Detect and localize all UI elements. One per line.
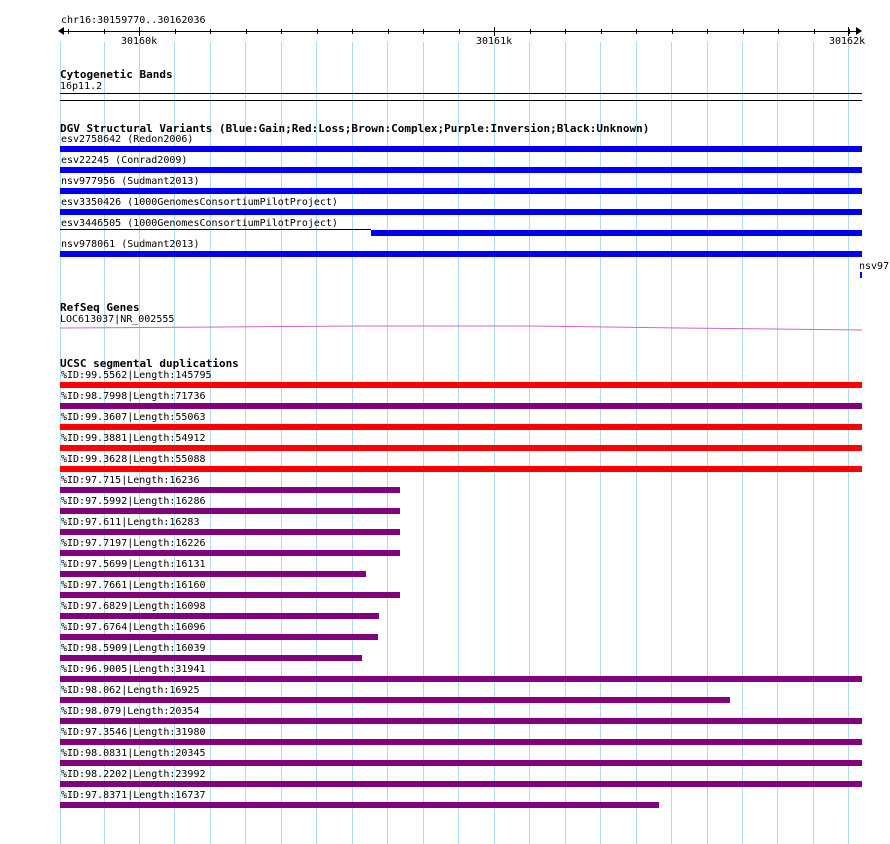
segdup-feature-bar[interactable]: [60, 718, 862, 724]
ruler-minor-tick: [849, 29, 850, 34]
segdup-feature-bar[interactable]: [60, 697, 730, 703]
region-label: chr16:30159770..30162036: [61, 15, 206, 26]
segdup-feature-label[interactable]: %ID:97.5992|Length:16286: [61, 496, 206, 507]
segdup-feature-label[interactable]: %ID:98.2202|Length:23992: [61, 769, 206, 780]
segdup-feature-label[interactable]: %ID:97.5699|Length:16131: [61, 559, 206, 570]
ruler-axis: [62, 31, 858, 32]
segdup-feature-bar[interactable]: [60, 550, 400, 556]
ruler-minor-tick: [565, 29, 566, 34]
segdup-feature-bar[interactable]: [60, 571, 366, 577]
ruler-minor-tick: [175, 29, 176, 34]
segdup-feature-bar[interactable]: [60, 529, 400, 535]
ruler-minor-tick: [459, 29, 460, 34]
dgv-feature-bar[interactable]: [60, 251, 862, 257]
dgv-overflow-label[interactable]: nsv97: [859, 261, 890, 272]
segdup-feature-label[interactable]: %ID:96.9005|Length:31941: [61, 664, 206, 675]
segdup-track-title[interactable]: UCSC segmental duplications: [60, 357, 239, 370]
segdup-feature-bar[interactable]: [60, 781, 862, 787]
ruler-tick: [139, 27, 140, 36]
dgv-feature-bar[interactable]: [60, 188, 862, 194]
segdup-feature-label[interactable]: %ID:99.3628|Length:55088: [61, 454, 206, 465]
ruler-minor-tick: [814, 29, 815, 34]
segdup-feature-bar[interactable]: [60, 592, 400, 598]
cytoband-track-title[interactable]: Cytogenetic Bands: [60, 68, 173, 81]
segdup-feature-bar[interactable]: [60, 613, 379, 619]
dgv-feature-bar[interactable]: [60, 167, 862, 173]
segdup-feature-bar[interactable]: [60, 424, 862, 430]
dgv-track-title[interactable]: DGV Structural Variants (Blue:Gain;Red:L…: [60, 122, 650, 135]
dgv-feature-bar[interactable]: [60, 146, 862, 152]
ruler-minor-tick: [388, 29, 389, 34]
segdup-feature-bar[interactable]: [60, 760, 862, 766]
segdup-feature-bar[interactable]: [60, 634, 378, 640]
segdup-feature-label[interactable]: %ID:98.062|Length:16925: [61, 685, 200, 696]
segdup-feature-bar[interactable]: [60, 445, 862, 451]
segdup-feature-label[interactable]: %ID:98.7998|Length:71736: [61, 391, 206, 402]
dgv-feature-connector: [60, 229, 371, 230]
segdup-feature-bar[interactable]: [60, 739, 862, 745]
ruler-minor-tick: [281, 29, 282, 34]
dgv-feature-label[interactable]: esv22245 (Conrad2009): [61, 155, 188, 166]
ruler-tick-label: 30161k: [476, 36, 513, 47]
refseq-gene-feature[interactable]: [60, 323, 862, 333]
segdup-feature-label[interactable]: %ID:97.611|Length:16283: [61, 517, 200, 528]
segdup-feature-label[interactable]: %ID:98.0831|Length:20345: [61, 748, 206, 759]
ruler-minor-tick: [210, 29, 211, 34]
ruler-minor-tick: [68, 29, 69, 34]
segdup-feature-bar[interactable]: [60, 466, 862, 472]
ruler-minor-tick: [601, 29, 602, 34]
dgv-feature-bar[interactable]: [371, 230, 862, 236]
dgv-feature-label[interactable]: nsv977956 (Sudmant2013): [61, 176, 200, 187]
dgv-feature-label[interactable]: nsv978061 (Sudmant2013): [61, 239, 200, 250]
dgv-overflow-feature[interactable]: [860, 272, 862, 278]
segdup-feature-bar[interactable]: [60, 508, 400, 514]
segdup-feature-bar[interactable]: [60, 382, 862, 388]
segdup-feature-label[interactable]: %ID:98.079|Length:20354: [61, 706, 200, 717]
ruler-minor-tick: [352, 29, 353, 34]
segdup-feature-label[interactable]: %ID:97.715|Length:16236: [61, 475, 200, 486]
segdup-feature-bar[interactable]: [60, 487, 400, 493]
dgv-feature-label[interactable]: esv3350426 (1000GenomesConsortiumPilotPr…: [61, 197, 338, 208]
ruler-tick-label: 30160k: [121, 36, 158, 47]
dgv-feature-bar[interactable]: [60, 209, 862, 215]
dgv-feature-label[interactable]: esv2758642 (Redon2006): [61, 134, 194, 145]
segdup-feature-label[interactable]: %ID:97.6764|Length:16096: [61, 622, 206, 633]
ruler-minor-tick: [707, 29, 708, 34]
ruler-minor-tick: [104, 29, 105, 34]
segdup-feature-label[interactable]: %ID:99.3607|Length:55063: [61, 412, 206, 423]
segdup-feature-label[interactable]: %ID:98.5909|Length:16039: [61, 643, 206, 654]
segdup-feature-label[interactable]: %ID:97.7661|Length:16160: [61, 580, 206, 591]
segdup-feature-bar[interactable]: [60, 403, 862, 409]
segdup-feature-bar[interactable]: [60, 655, 362, 661]
ruler-minor-tick: [317, 29, 318, 34]
ruler-minor-tick: [423, 29, 424, 34]
segdup-feature-label[interactable]: %ID:97.3546|Length:31980: [61, 727, 206, 738]
ruler-minor-tick: [743, 29, 744, 34]
ruler-tick: [494, 27, 495, 36]
segdup-feature-bar[interactable]: [60, 802, 659, 808]
ruler-tick: [848, 27, 849, 36]
refseq-track-title[interactable]: RefSeq Genes: [60, 301, 140, 314]
segdup-feature-label[interactable]: %ID:97.8371|Length:16737: [61, 790, 206, 801]
cytoband-label: 16p11.2: [60, 81, 103, 92]
dgv-feature-label[interactable]: esv3446505 (1000GenomesConsortiumPilotPr…: [61, 218, 338, 229]
segdup-feature-label[interactable]: %ID:99.5562|Length:145795: [61, 370, 212, 381]
ruler-minor-tick: [636, 29, 637, 34]
segdup-feature-label[interactable]: %ID:97.6829|Length:16098: [61, 601, 206, 612]
segdup-feature-label[interactable]: %ID:97.7197|Length:16226: [61, 538, 206, 549]
ruler-minor-tick: [778, 29, 779, 34]
ruler-minor-tick: [530, 29, 531, 34]
scroll-left-arrow-icon[interactable]: [58, 27, 64, 35]
refseq-gene-label[interactable]: LOC613037|NR_002555: [60, 314, 175, 325]
segdup-feature-label[interactable]: %ID:99.3881|Length:54912: [61, 433, 206, 444]
ruler-minor-tick: [246, 29, 247, 34]
ruler-tick-label: 30162k: [829, 36, 866, 47]
cytoband-line-bottom: [60, 100, 862, 101]
scroll-right-arrow-icon[interactable]: [856, 27, 862, 35]
ruler-minor-tick: [672, 29, 673, 34]
cytoband-line-top: [60, 93, 862, 94]
segdup-feature-bar[interactable]: [60, 676, 862, 682]
